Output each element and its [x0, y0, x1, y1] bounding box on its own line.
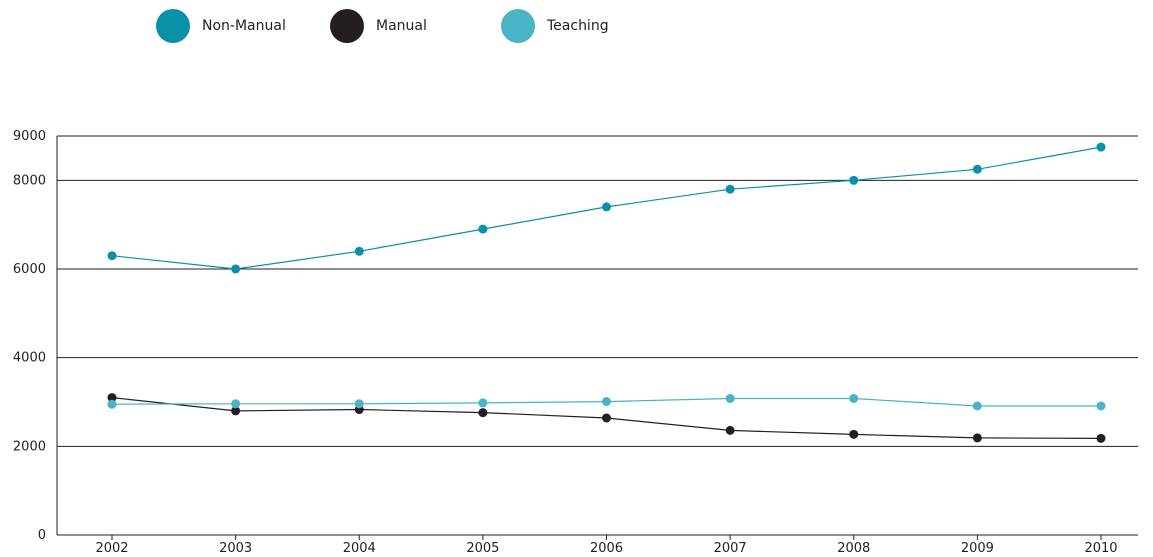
data-point-manual [849, 429, 859, 439]
data-point-non-manual [1096, 142, 1106, 152]
axes: 0 2000 4000 6000 8000 9000 2002 2003 2004 2005 200… [13, 129, 1138, 556]
data-point-manual [107, 393, 117, 403]
data-point-manual [1096, 433, 1106, 443]
x-tick-label: 2010 [1084, 541, 1117, 556]
legend-item-non-manual: Non-Manual [156, 9, 286, 43]
legend-swatch-non-manual [156, 9, 190, 43]
legend-label-manual: Manual [376, 18, 427, 34]
data-point-teaching [849, 393, 859, 403]
data-point-non-manual [231, 264, 241, 274]
data-point-non-manual [602, 202, 611, 212]
data-point-non-manual [849, 175, 859, 185]
data-point-manual [231, 406, 241, 416]
legend-item-teaching: Teaching [501, 9, 609, 43]
data-point-teaching [602, 397, 611, 407]
y-tick-label: 6000 [13, 262, 46, 277]
data-point-non-manual [107, 251, 117, 261]
x-tick-label: 2004 [343, 541, 376, 556]
series-markers [107, 142, 1106, 443]
series-lines [111, 146, 1102, 439]
y-tick-label: 4000 [13, 351, 46, 366]
data-point-manual [478, 408, 488, 418]
data-point-teaching [1096, 401, 1106, 411]
y-tick-label: 8000 [13, 173, 46, 188]
legend-swatch-teaching [501, 9, 535, 43]
data-point-non-manual [354, 246, 364, 256]
y-tick-label: 9000 [13, 129, 46, 144]
x-tick-label: 2009 [961, 541, 994, 556]
x-tick-label: 2008 [837, 541, 870, 556]
y-tick-label: 2000 [13, 439, 46, 454]
data-point-teaching [231, 399, 241, 409]
x-tick-label: 2007 [714, 541, 747, 556]
data-point-non-manual [972, 164, 982, 174]
x-tick-label: 2003 [219, 541, 252, 556]
legend-item-manual: Manual [330, 9, 427, 43]
data-point-teaching [972, 401, 982, 411]
data-point-teaching [107, 399, 117, 409]
grid-lines [57, 135, 1138, 447]
x-tick-label: 2002 [95, 541, 128, 556]
legend-swatch-manual [330, 9, 364, 43]
x-tick-label: 2005 [466, 541, 499, 556]
data-point-manual [972, 433, 982, 443]
data-point-teaching [354, 399, 364, 409]
legend-label-non-manual: Non-Manual [202, 18, 286, 34]
data-point-teaching [725, 393, 735, 403]
data-point-manual [725, 425, 735, 435]
data-point-teaching [478, 398, 488, 408]
y-tick-label: 0 [38, 528, 46, 543]
data-point-non-manual [478, 224, 488, 234]
legend-label-teaching: Teaching [547, 18, 609, 34]
chart-legend: Non-Manual Manual Teaching [0, 0, 1153, 60]
data-point-manual [602, 413, 611, 423]
x-tick-label: 2006 [590, 541, 623, 556]
data-point-non-manual [725, 184, 735, 194]
